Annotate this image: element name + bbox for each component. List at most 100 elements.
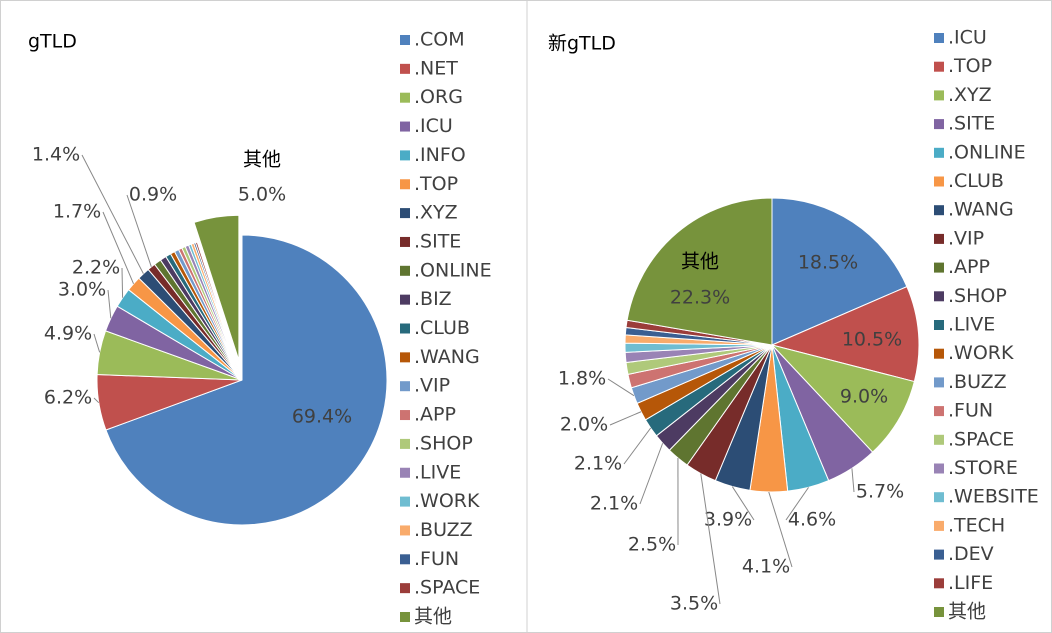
legend-label: .DEV [948, 543, 994, 565]
legend-label: .SHOP [414, 432, 473, 454]
legend-swatch [400, 208, 410, 219]
legend-swatch [400, 410, 410, 421]
legend-label: .COM [414, 29, 465, 51]
leader-line [609, 411, 642, 426]
legend-swatch [934, 406, 944, 417]
legend-swatch [400, 236, 410, 247]
legend-label: .INFO [414, 144, 466, 166]
data-label: 1.4% [32, 144, 80, 166]
legend-label: .WANG [948, 199, 1014, 221]
pie-slice [771, 197, 908, 346]
data-label: 5.0% [238, 184, 286, 206]
legend-label: .ICU [414, 115, 453, 137]
legend-swatch [400, 438, 410, 449]
leader-line [785, 487, 809, 521]
legend-swatch [934, 607, 944, 617]
legend-swatch [934, 90, 944, 101]
legend-label: .TOP [948, 55, 992, 77]
legend-label: 其他 [948, 601, 986, 623]
data-label: 2.1% [590, 493, 638, 515]
pie-slice [770, 344, 915, 453]
chart-title: gTLD [28, 31, 77, 53]
legend-label: .BUZZ [948, 371, 1007, 393]
data-label: 2.2% [72, 257, 120, 279]
legend-label: .LIVE [414, 461, 461, 483]
legend-swatch [934, 233, 944, 244]
legend-swatch [934, 549, 944, 560]
legend-label: .VIP [414, 375, 450, 397]
legend-swatch [400, 294, 410, 305]
data-label: 18.5% [798, 252, 858, 274]
legend-label: .SPACE [414, 577, 480, 599]
legend-swatch [934, 291, 944, 302]
data-label: 9.0% [840, 386, 888, 408]
data-label: 1.7% [53, 201, 101, 223]
legend-swatch [934, 147, 944, 158]
legend-swatch [400, 150, 410, 161]
data-label: 10.5% [842, 329, 902, 351]
data-label: 4.6% [788, 509, 836, 531]
leader-line [851, 468, 855, 493]
leader-line [639, 443, 664, 505]
legend-swatch [400, 496, 410, 507]
data-label: 22.3% [670, 287, 730, 309]
legend-label: .FUN [414, 548, 459, 570]
data-label: 2.1% [574, 453, 622, 475]
legend-swatch [934, 119, 944, 130]
data-label: 69.4% [292, 406, 352, 428]
legend-swatch [934, 262, 944, 273]
legend-swatch [934, 578, 944, 589]
pie-slice [194, 241, 243, 381]
pie-slice [626, 197, 773, 346]
data-label: 5.7% [856, 481, 904, 503]
legend-label: .TECH [948, 514, 1005, 536]
legend-label: .CLUB [948, 170, 1004, 192]
legend-label: .ONLINE [414, 259, 492, 281]
legend-label: .SITE [414, 230, 461, 252]
slice-name: 其他 [681, 251, 719, 273]
leader-line [623, 427, 652, 465]
legend-swatch [400, 352, 410, 363]
pie-slice [193, 214, 240, 361]
slice-name: 其他 [243, 149, 281, 171]
data-label: 3.5% [670, 593, 718, 615]
leader-line [93, 397, 100, 404]
legend-label: .WORK [414, 490, 480, 512]
legend-label: .WORK [948, 342, 1014, 364]
legend-label: .LIVE [948, 314, 995, 336]
leader-line [607, 378, 635, 397]
data-label: 3.0% [58, 279, 106, 301]
legend-swatch [400, 323, 410, 334]
legend-label: .LIFE [948, 572, 993, 594]
data-label: 2.5% [628, 534, 676, 556]
legend-swatch [934, 377, 944, 388]
legend-swatch [400, 179, 410, 190]
legend-label: .VIP [948, 227, 984, 249]
legend-swatch [400, 525, 410, 536]
legend-label: .TOP [414, 173, 458, 195]
leader-line [731, 486, 755, 521]
legend-swatch [934, 33, 944, 43]
legend-swatch [934, 492, 944, 503]
legend-label: .BUZZ [414, 519, 473, 541]
legend-swatch [934, 320, 944, 330]
legend-swatch [400, 63, 410, 74]
legend-swatch [400, 35, 410, 45]
legend-label: .WEBSITE [948, 486, 1039, 508]
leader-line [126, 194, 152, 267]
legend-label: .BIZ [414, 288, 452, 310]
legend-swatch [934, 520, 944, 531]
leader-line [81, 154, 144, 274]
legend-label: .XYZ [414, 202, 458, 224]
leader-line [121, 267, 124, 298]
data-label: 4.9% [44, 323, 92, 345]
data-label: 2.0% [560, 414, 608, 436]
chart-title: 新gTLD [548, 33, 616, 55]
legend-label: .SITE [948, 113, 995, 135]
leader-line [768, 491, 793, 568]
legend-swatch [400, 467, 410, 478]
leader-line [93, 333, 101, 353]
legend-swatch [934, 434, 944, 445]
legend-swatch [400, 381, 410, 392]
